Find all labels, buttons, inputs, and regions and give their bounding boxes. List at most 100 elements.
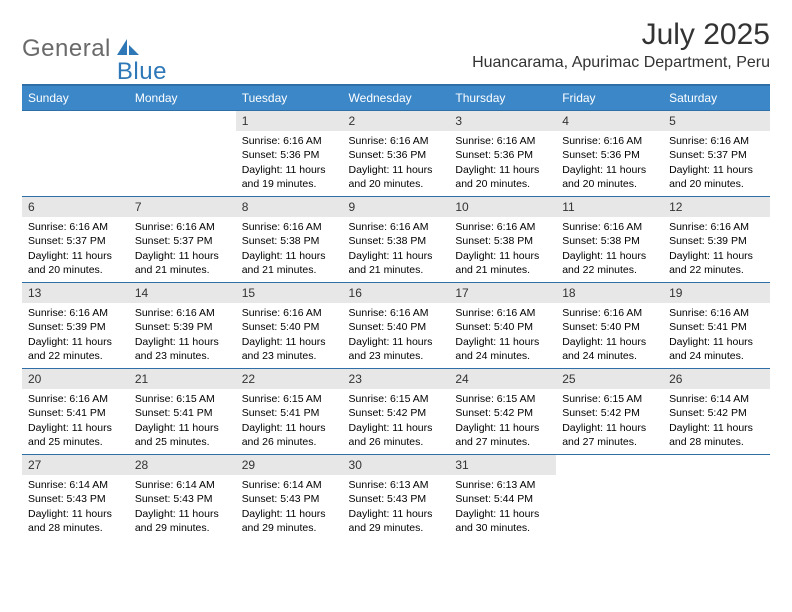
calendar-cell: [129, 111, 236, 197]
day-details: Sunrise: 6:16 AMSunset: 5:39 PMDaylight:…: [22, 303, 129, 367]
day-number: 3: [449, 111, 556, 131]
calendar-cell: 29Sunrise: 6:14 AMSunset: 5:43 PMDayligh…: [236, 455, 343, 541]
day-details: Sunrise: 6:14 AMSunset: 5:43 PMDaylight:…: [236, 475, 343, 539]
calendar-cell: 31Sunrise: 6:13 AMSunset: 5:44 PMDayligh…: [449, 455, 556, 541]
day-number: 17: [449, 283, 556, 303]
day-number: 14: [129, 283, 236, 303]
day-details: Sunrise: 6:14 AMSunset: 5:43 PMDaylight:…: [22, 475, 129, 539]
day-details: Sunrise: 6:16 AMSunset: 5:38 PMDaylight:…: [556, 217, 663, 281]
weekday-header-row: SundayMondayTuesdayWednesdayThursdayFrid…: [22, 85, 770, 111]
weekday-header: Tuesday: [236, 85, 343, 111]
weekday-header: Saturday: [663, 85, 770, 111]
weekday-header: Monday: [129, 85, 236, 111]
calendar-cell: 4Sunrise: 6:16 AMSunset: 5:36 PMDaylight…: [556, 111, 663, 197]
calendar-cell: [663, 455, 770, 541]
day-number: 31: [449, 455, 556, 475]
day-details: Sunrise: 6:16 AMSunset: 5:40 PMDaylight:…: [236, 303, 343, 367]
calendar-week-row: 27Sunrise: 6:14 AMSunset: 5:43 PMDayligh…: [22, 455, 770, 541]
day-number: 18: [556, 283, 663, 303]
day-number: 11: [556, 197, 663, 217]
day-details: Sunrise: 6:16 AMSunset: 5:38 PMDaylight:…: [236, 217, 343, 281]
calendar-cell: [22, 111, 129, 197]
weekday-header: Friday: [556, 85, 663, 111]
calendar-cell: 25Sunrise: 6:15 AMSunset: 5:42 PMDayligh…: [556, 369, 663, 455]
calendar-table: SundayMondayTuesdayWednesdayThursdayFrid…: [22, 84, 770, 541]
location-subtitle: Huancarama, Apurimac Department, Peru: [472, 54, 770, 72]
day-details: Sunrise: 6:16 AMSunset: 5:38 PMDaylight:…: [449, 217, 556, 281]
month-title: July 2025: [472, 18, 770, 52]
day-details: Sunrise: 6:16 AMSunset: 5:40 PMDaylight:…: [449, 303, 556, 367]
day-details: Sunrise: 6:16 AMSunset: 5:37 PMDaylight:…: [129, 217, 236, 281]
day-details: Sunrise: 6:15 AMSunset: 5:42 PMDaylight:…: [343, 389, 450, 453]
calendar-cell: 3Sunrise: 6:16 AMSunset: 5:36 PMDaylight…: [449, 111, 556, 197]
day-number: 7: [129, 197, 236, 217]
day-number: 19: [663, 283, 770, 303]
day-number: 22: [236, 369, 343, 389]
calendar-cell: 21Sunrise: 6:15 AMSunset: 5:41 PMDayligh…: [129, 369, 236, 455]
day-number: 4: [556, 111, 663, 131]
day-number: 15: [236, 283, 343, 303]
day-number: 25: [556, 369, 663, 389]
day-details: Sunrise: 6:15 AMSunset: 5:41 PMDaylight:…: [129, 389, 236, 453]
day-details: Sunrise: 6:15 AMSunset: 5:41 PMDaylight:…: [236, 389, 343, 453]
calendar-cell: 8Sunrise: 6:16 AMSunset: 5:38 PMDaylight…: [236, 197, 343, 283]
day-number: 30: [343, 455, 450, 475]
calendar-cell: 17Sunrise: 6:16 AMSunset: 5:40 PMDayligh…: [449, 283, 556, 369]
day-details: Sunrise: 6:16 AMSunset: 5:39 PMDaylight:…: [129, 303, 236, 367]
day-number: 8: [236, 197, 343, 217]
weekday-header: Sunday: [22, 85, 129, 111]
brand-word-2: Blue: [117, 58, 167, 86]
calendar-cell: 23Sunrise: 6:15 AMSunset: 5:42 PMDayligh…: [343, 369, 450, 455]
calendar-cell: 1Sunrise: 6:16 AMSunset: 5:36 PMDaylight…: [236, 111, 343, 197]
calendar-cell: 15Sunrise: 6:16 AMSunset: 5:40 PMDayligh…: [236, 283, 343, 369]
day-number: 20: [22, 369, 129, 389]
day-details: Sunrise: 6:16 AMSunset: 5:36 PMDaylight:…: [449, 131, 556, 195]
day-number: 5: [663, 111, 770, 131]
day-number: 13: [22, 283, 129, 303]
calendar-cell: 2Sunrise: 6:16 AMSunset: 5:36 PMDaylight…: [343, 111, 450, 197]
day-details: Sunrise: 6:15 AMSunset: 5:42 PMDaylight:…: [449, 389, 556, 453]
header-row: General Blue July 2025 Huancarama, Apuri…: [22, 18, 770, 74]
day-number: 16: [343, 283, 450, 303]
day-details: Sunrise: 6:16 AMSunset: 5:38 PMDaylight:…: [343, 217, 450, 281]
day-details: Sunrise: 6:16 AMSunset: 5:37 PMDaylight:…: [663, 131, 770, 195]
calendar-cell: 30Sunrise: 6:13 AMSunset: 5:43 PMDayligh…: [343, 455, 450, 541]
day-details: Sunrise: 6:16 AMSunset: 5:36 PMDaylight:…: [556, 131, 663, 195]
day-details: Sunrise: 6:16 AMSunset: 5:40 PMDaylight:…: [556, 303, 663, 367]
calendar-cell: 16Sunrise: 6:16 AMSunset: 5:40 PMDayligh…: [343, 283, 450, 369]
calendar-cell: 10Sunrise: 6:16 AMSunset: 5:38 PMDayligh…: [449, 197, 556, 283]
day-number: 1: [236, 111, 343, 131]
day-details: Sunrise: 6:15 AMSunset: 5:42 PMDaylight:…: [556, 389, 663, 453]
brand-logo: General Blue: [22, 18, 167, 74]
calendar-body: 1Sunrise: 6:16 AMSunset: 5:36 PMDaylight…: [22, 111, 770, 541]
day-number: 6: [22, 197, 129, 217]
calendar-week-row: 6Sunrise: 6:16 AMSunset: 5:37 PMDaylight…: [22, 197, 770, 283]
calendar-cell: 14Sunrise: 6:16 AMSunset: 5:39 PMDayligh…: [129, 283, 236, 369]
calendar-cell: 6Sunrise: 6:16 AMSunset: 5:37 PMDaylight…: [22, 197, 129, 283]
day-details: Sunrise: 6:16 AMSunset: 5:41 PMDaylight:…: [663, 303, 770, 367]
day-number: 2: [343, 111, 450, 131]
day-number: 28: [129, 455, 236, 475]
calendar-cell: 12Sunrise: 6:16 AMSunset: 5:39 PMDayligh…: [663, 197, 770, 283]
day-number: 9: [343, 197, 450, 217]
calendar-cell: 27Sunrise: 6:14 AMSunset: 5:43 PMDayligh…: [22, 455, 129, 541]
day-details: Sunrise: 6:14 AMSunset: 5:42 PMDaylight:…: [663, 389, 770, 453]
day-details: Sunrise: 6:14 AMSunset: 5:43 PMDaylight:…: [129, 475, 236, 539]
day-number: 10: [449, 197, 556, 217]
calendar-cell: 28Sunrise: 6:14 AMSunset: 5:43 PMDayligh…: [129, 455, 236, 541]
day-details: Sunrise: 6:16 AMSunset: 5:37 PMDaylight:…: [22, 217, 129, 281]
calendar-week-row: 1Sunrise: 6:16 AMSunset: 5:36 PMDaylight…: [22, 111, 770, 197]
calendar-cell: [556, 455, 663, 541]
calendar-cell: 5Sunrise: 6:16 AMSunset: 5:37 PMDaylight…: [663, 111, 770, 197]
calendar-week-row: 20Sunrise: 6:16 AMSunset: 5:41 PMDayligh…: [22, 369, 770, 455]
day-details: Sunrise: 6:13 AMSunset: 5:43 PMDaylight:…: [343, 475, 450, 539]
day-number: 23: [343, 369, 450, 389]
day-details: Sunrise: 6:16 AMSunset: 5:36 PMDaylight:…: [343, 131, 450, 195]
title-block: July 2025 Huancarama, Apurimac Departmen…: [472, 18, 770, 72]
day-details: Sunrise: 6:13 AMSunset: 5:44 PMDaylight:…: [449, 475, 556, 539]
calendar-cell: 9Sunrise: 6:16 AMSunset: 5:38 PMDaylight…: [343, 197, 450, 283]
day-details: Sunrise: 6:16 AMSunset: 5:40 PMDaylight:…: [343, 303, 450, 367]
calendar-cell: 24Sunrise: 6:15 AMSunset: 5:42 PMDayligh…: [449, 369, 556, 455]
calendar-cell: 13Sunrise: 6:16 AMSunset: 5:39 PMDayligh…: [22, 283, 129, 369]
brand-word-1: General: [22, 35, 111, 63]
